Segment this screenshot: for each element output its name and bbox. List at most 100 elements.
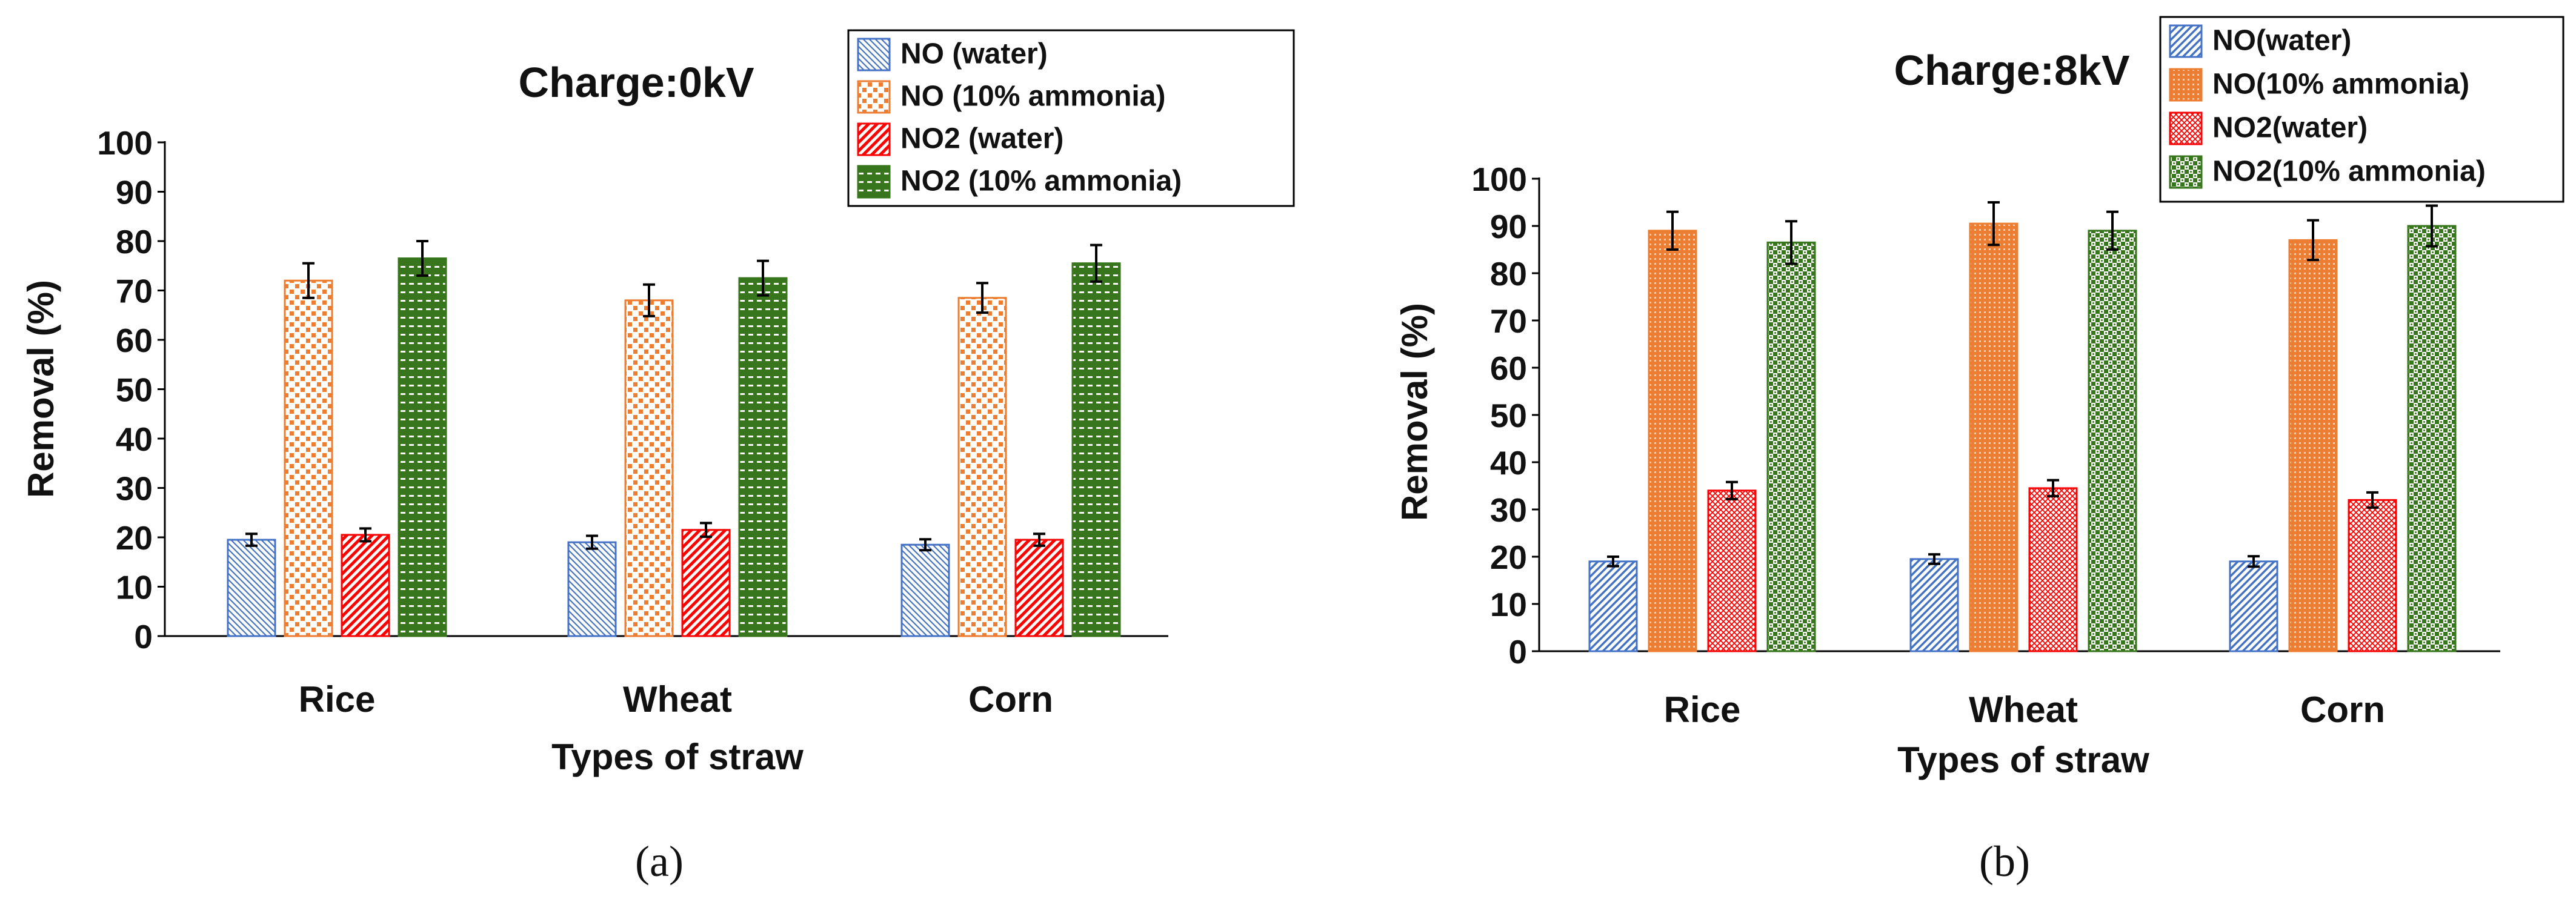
x-tick-label: Wheat	[623, 679, 732, 720]
bar-no_water-rice	[1588, 560, 1638, 652]
x-tick-label: Corn	[968, 679, 1053, 720]
y-tick-label: 60	[1490, 350, 1527, 387]
bar-no_water-wheat	[567, 541, 617, 637]
y-tick-label: 100	[1471, 161, 1527, 198]
y-tick-label: 60	[116, 322, 153, 359]
y-tick-label: 30	[1490, 491, 1527, 529]
error-bar	[919, 538, 931, 552]
error-bar	[302, 262, 315, 299]
legend: NO(water) NO(10% ammonia) NO2(water) NO2(10…	[2159, 16, 2564, 203]
y-tick-label: 10	[1490, 586, 1527, 623]
bar-no_ammonia-wheat	[624, 299, 674, 637]
legend-swatch-no_water	[857, 38, 891, 71]
chart-title: Charge:0kV	[518, 59, 754, 106]
legend-swatch-no2_water	[2169, 111, 2203, 145]
bar-no2_water-corn	[1014, 539, 1064, 637]
error-bar	[2248, 555, 2260, 568]
y-tick-label: 80	[1490, 255, 1527, 293]
bar-no2_ammonia-corn	[1071, 262, 1121, 637]
x-tick-label: Rice	[299, 679, 376, 720]
bar-no_ammonia-rice	[284, 279, 333, 637]
legend-box	[847, 29, 1295, 207]
legend-swatch-no2_ammonia	[857, 165, 891, 199]
y-tick-label: 50	[116, 371, 153, 408]
y-tick-label: 40	[1490, 444, 1527, 482]
legend-swatch-no2_water	[857, 122, 891, 156]
x-tick-label: Corn	[2300, 689, 2385, 730]
y-tick-label: 20	[116, 519, 153, 557]
y-tick-label: 50	[1490, 397, 1527, 434]
x-axis-label: Types of straw	[551, 737, 804, 777]
error-bar	[586, 534, 598, 550]
y-tick-label: 0	[134, 618, 153, 655]
y-tick-label: 10	[116, 568, 153, 606]
legend-label-no_ammonia: NO (10% ammonia)	[900, 81, 1165, 113]
error-bar	[1090, 244, 1102, 283]
legend-box	[2159, 16, 2564, 203]
bar-no2_ammonia-wheat	[738, 277, 788, 637]
bar-no_water-corn	[900, 543, 950, 637]
error-bar	[643, 283, 655, 317]
bar-no_water-corn	[2229, 560, 2278, 652]
chart-panel-b: Charge:8kV 0 10 20 30 40 50 60 70 80 90 100 Removal …	[1394, 16, 2564, 886]
error-bar	[245, 532, 258, 547]
legend-swatch-no2_ammonia	[2169, 155, 2203, 189]
error-bar	[1988, 201, 2000, 247]
error-bar	[1928, 553, 1940, 565]
bar-no_water-wheat	[1909, 558, 1959, 652]
error-bar	[416, 240, 428, 277]
panel-caption: (a)	[635, 837, 684, 886]
error-bar	[1607, 555, 1619, 568]
bar-no_water-rice	[227, 539, 276, 637]
legend-label-no2_water: NO2 (water)	[900, 123, 1063, 155]
x-tick-label: Wheat	[1969, 689, 2078, 730]
legend: NO (water) NO (10% ammonia) NO2 (water) NO2…	[847, 29, 1295, 207]
y-tick-label: 100	[97, 124, 153, 162]
error-bar	[757, 259, 769, 297]
bar-no2_water-rice	[341, 534, 390, 637]
y-tick-label: 40	[116, 420, 153, 458]
error-bar	[1726, 480, 1738, 500]
error-bar	[359, 527, 371, 543]
bar-no2_ammonia-rice	[398, 257, 447, 637]
error-bar	[1666, 210, 1679, 251]
error-bar	[1785, 220, 1797, 265]
y-tick-label: 0	[1508, 633, 1527, 671]
y-tick-label: 70	[1490, 302, 1527, 340]
y-tick-label: 30	[116, 469, 153, 507]
bar-no2_ammonia-corn	[2407, 225, 2457, 652]
error-bar	[976, 282, 988, 314]
bar-no_ammonia-corn	[2288, 239, 2338, 652]
bar-no2_ammonia-wheat	[2088, 230, 2137, 652]
chart-title: Charge:8kV	[1894, 47, 2129, 94]
panel-caption: (b)	[1979, 837, 2030, 886]
bar-no_ammonia-rice	[1648, 230, 1697, 652]
legend-label-no2_ammonia: NO2 (10% ammonia)	[900, 165, 1182, 197]
error-bar	[700, 522, 712, 539]
bar-no_ammonia-wheat	[1969, 222, 2019, 652]
bar-no2_ammonia-rice	[1766, 241, 1816, 652]
legend-label-no2_water: NO2(water)	[2212, 112, 2368, 144]
y-axis-label: Removal (%)	[21, 280, 61, 498]
legend-label-no2_ammonia: NO2(10% ammonia)	[2212, 156, 2486, 188]
bar-no2_water-rice	[1707, 489, 1757, 652]
bar-no_ammonia-corn	[957, 297, 1007, 637]
x-axis-label: Types of straw	[1897, 740, 2149, 780]
legend-label-no_water: NO (water)	[900, 38, 1048, 70]
y-tick-label: 20	[1490, 539, 1527, 576]
error-bar	[2307, 219, 2319, 262]
y-axis-label: Removal (%)	[1394, 303, 1435, 521]
y-tick-label: 90	[116, 173, 153, 211]
legend-label-no_ammonia: NO(10% ammonia)	[2212, 68, 2469, 101]
error-bar	[2366, 491, 2378, 509]
y-tick-label: 80	[116, 223, 153, 260]
bar-no2_water-wheat	[2028, 487, 2078, 652]
error-bar	[2047, 479, 2059, 498]
y-tick-label: 90	[1490, 208, 1527, 245]
bar-no2_water-corn	[2348, 499, 2397, 652]
legend-swatch-no_ammonia	[857, 80, 891, 114]
error-bar	[2106, 210, 2118, 251]
legend-swatch-no_water	[2169, 24, 2203, 58]
x-tick-label: Rice	[1664, 689, 1741, 730]
